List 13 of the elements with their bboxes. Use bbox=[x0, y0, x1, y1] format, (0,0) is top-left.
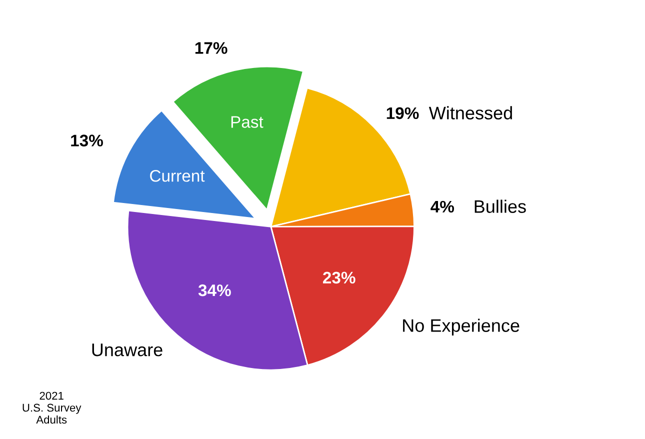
data-label: 34% bbox=[198, 284, 231, 296]
data-label: 19% bbox=[386, 107, 419, 120]
slice-label: Current bbox=[150, 170, 205, 182]
slice-label: Witnessed bbox=[428, 106, 512, 120]
data-label: 13% bbox=[71, 134, 103, 146]
data-label: 17% bbox=[195, 42, 228, 54]
slice-label: No Experience bbox=[403, 318, 520, 336]
slice-label: Bullies bbox=[474, 200, 526, 213]
data-label: 23% bbox=[322, 272, 356, 284]
slice-label: Past bbox=[231, 116, 264, 128]
slice-label: Unaware bbox=[92, 344, 162, 356]
text: 2021 U.S. Survey Adults bbox=[22, 392, 82, 424]
data-label: 4% bbox=[430, 200, 454, 213]
